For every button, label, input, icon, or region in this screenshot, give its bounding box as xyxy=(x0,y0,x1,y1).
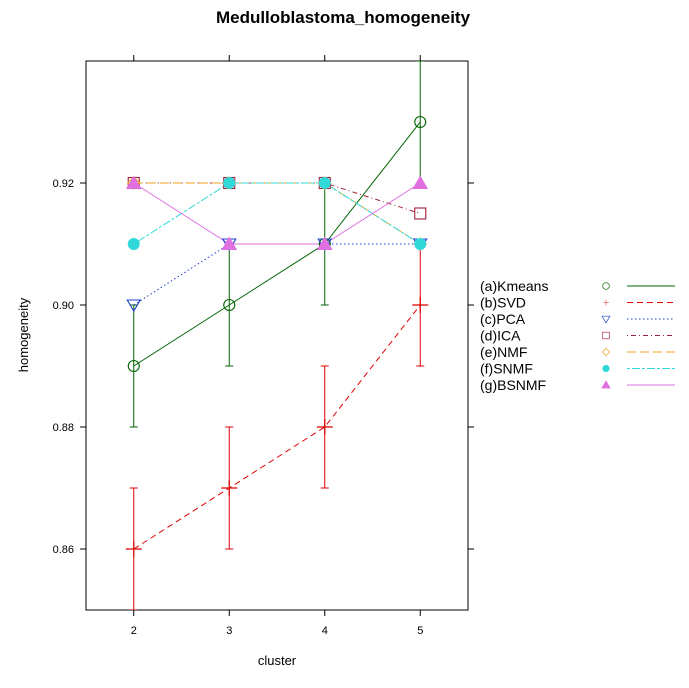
y-tick-label: 0.92 xyxy=(53,178,74,190)
legend-marker-0 xyxy=(602,282,610,290)
legend-label-0: (a)Kmeans xyxy=(480,278,548,294)
data-point-6-0 xyxy=(125,175,142,189)
data-point-5-3 xyxy=(414,238,427,250)
x-tick-label: 2 xyxy=(131,625,137,637)
chart-title: Medulloblastoma_homogeneity xyxy=(216,8,471,27)
data-point-0-1 xyxy=(223,298,236,312)
series-line-5 xyxy=(133,182,421,245)
data-layer xyxy=(125,61,429,610)
data-point-5-2 xyxy=(318,177,331,189)
legend-label-2: (c)PCA xyxy=(480,311,526,327)
data-point-0-0 xyxy=(127,359,140,373)
plot-area: 2 3 4 5 0.86 0.88 0.90 0.92 xyxy=(53,55,474,637)
series-line-0 xyxy=(133,121,421,367)
data-point-0-3 xyxy=(414,115,427,129)
legend-marker-1 xyxy=(603,299,609,306)
data-point-6-1 xyxy=(221,236,238,250)
legend-marker-3 xyxy=(602,331,610,340)
data-point-5-0 xyxy=(127,238,140,250)
legend-label-5: (f)SNMF xyxy=(480,361,533,377)
data-point-5-1 xyxy=(223,177,236,189)
legend-marker-6 xyxy=(601,380,611,389)
series-line-1 xyxy=(133,304,421,550)
data-point-1-0 xyxy=(125,541,142,557)
legend-marker-4 xyxy=(601,347,611,357)
data-point-3-3 xyxy=(414,207,427,220)
legend-marker-2 xyxy=(601,315,611,324)
series-line-6 xyxy=(133,182,421,245)
data-point-1-2 xyxy=(316,419,333,435)
legend-label-1: (b)SVD xyxy=(480,295,526,311)
x-tick-label: 4 xyxy=(322,625,328,637)
legend-marker-5 xyxy=(602,364,610,373)
y-axis-label: homogeneity xyxy=(16,297,31,372)
legend-label-4: (e)NMF xyxy=(480,344,527,360)
legend-label-3: (d)ICA xyxy=(480,328,521,344)
series-line-3 xyxy=(133,182,421,214)
y-tick-label: 0.88 xyxy=(53,422,74,434)
x-axis-label: cluster xyxy=(258,653,297,668)
plot-frame xyxy=(85,60,469,611)
x-tick-label: 5 xyxy=(417,625,423,637)
x-tick-label: 3 xyxy=(226,625,232,637)
legend-label-6: (g)BSNMF xyxy=(480,377,546,393)
legend: (a)Kmeans(b)SVD(c)PCA(d)ICA(e)NMF(f)SNMF… xyxy=(480,278,675,393)
data-point-6-2 xyxy=(316,236,333,250)
y-tick-label: 0.86 xyxy=(53,544,74,556)
data-point-6-3 xyxy=(412,175,429,189)
y-tick-label: 0.90 xyxy=(53,300,74,312)
data-point-1-1 xyxy=(221,480,238,496)
series-line-4 xyxy=(133,182,421,245)
data-point-2-0 xyxy=(126,299,142,313)
data-point-1-3 xyxy=(412,297,429,313)
